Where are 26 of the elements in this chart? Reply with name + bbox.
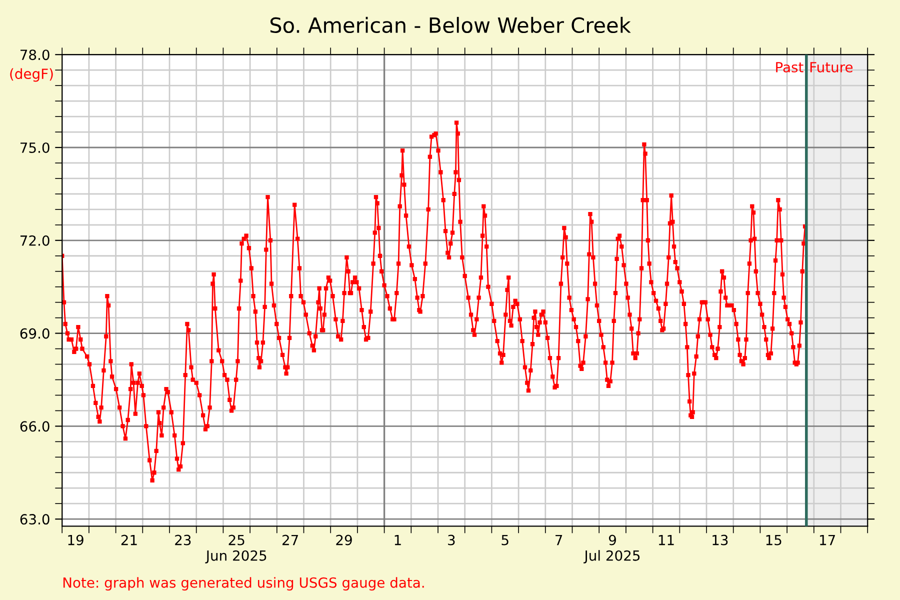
x-tick-label: 29 [336,534,352,546]
x-tick-label: 7 [556,534,562,546]
ref-line-label: Past [776,62,804,72]
y-tick-label: 63.0 [20,514,50,525]
chart-title: So. American - Below Weber Creek [270,16,631,34]
x-tick-label: 1 [394,534,401,546]
band-label: Future [810,62,853,72]
x-tick-label: 21 [121,534,137,546]
x-tick-label: 25 Jun 2025 [205,534,266,564]
y-tick-label: 75.0 [20,142,50,153]
y-tick-label: 78.0 [20,50,50,60]
x-tick-label: 27 [282,534,298,546]
x-tick-label: 9 Jul 2025 [584,534,640,564]
y-axis-title: (degF) [10,68,53,82]
x-tick-label: 17 [820,534,835,546]
x-tick-label: 19 [68,534,84,546]
x-tick-label: 3 [448,534,455,546]
x-tick-label: 11 [658,534,674,546]
x-tick-label: 15 [766,534,782,546]
x-tick-label: 13 [712,534,728,546]
y-tick-label: 72.0 [20,235,50,246]
text: Note: graph was generated using USGS gauge data. [63,577,424,591]
y-tick-label: 69.0 [20,328,50,339]
y-tick-label: 66.0 [20,421,50,432]
x-tick-label: 5 [502,534,508,546]
x-tick-label: 23 [175,534,191,546]
